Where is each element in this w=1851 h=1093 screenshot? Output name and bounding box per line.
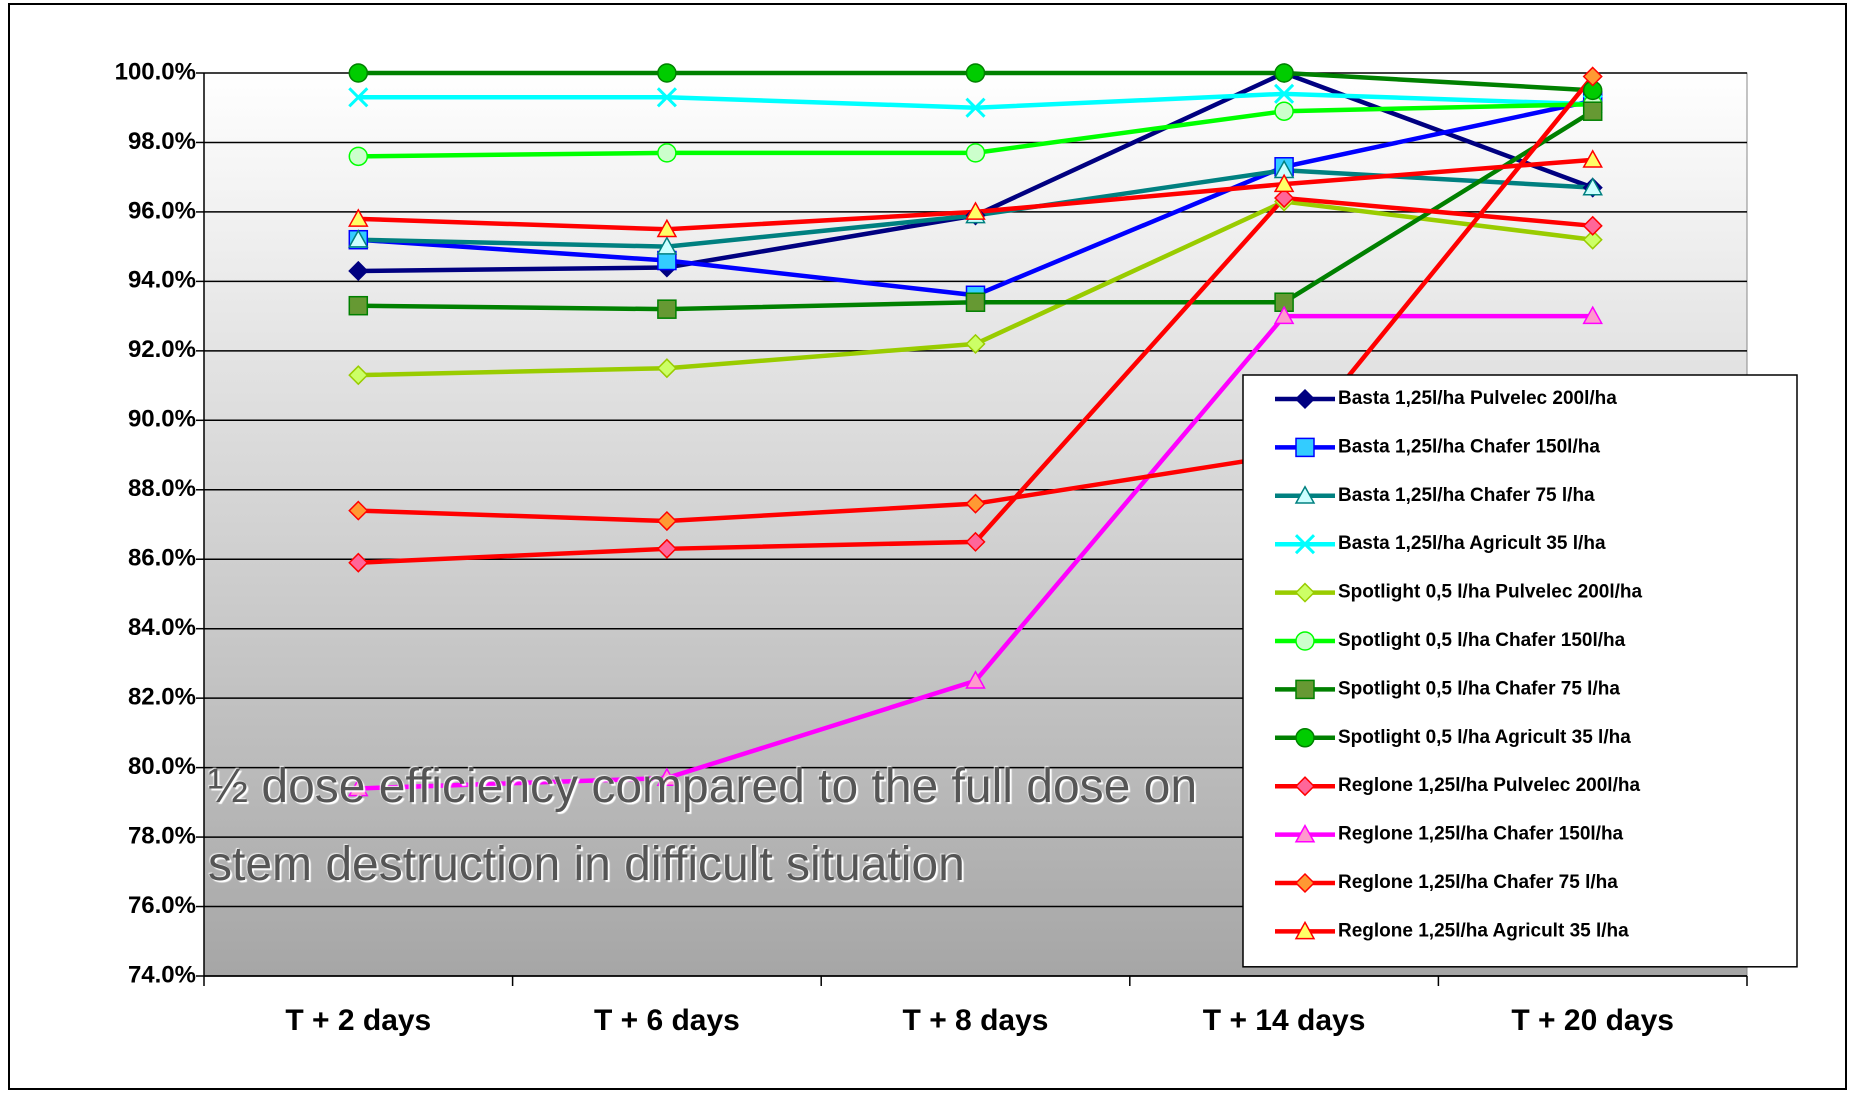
y-tick-label: 96.0% bbox=[128, 197, 196, 224]
y-tick-label: 90.0% bbox=[128, 406, 196, 433]
y-tick-label: 86.0% bbox=[128, 545, 196, 572]
legend-marker bbox=[1295, 631, 1315, 651]
legend bbox=[1242, 374, 1798, 968]
point bbox=[656, 236, 678, 255]
y-tick-label: 76.0% bbox=[128, 892, 196, 919]
point bbox=[348, 63, 369, 83]
legend-marker bbox=[1294, 872, 1316, 894]
point bbox=[1273, 173, 1295, 193]
point bbox=[1582, 66, 1603, 87]
legend-label: Spotlight 0,5 l/ha Pulvelec 200l/ha bbox=[1338, 582, 1643, 603]
point bbox=[965, 333, 986, 354]
point bbox=[657, 143, 677, 163]
point bbox=[1582, 229, 1603, 250]
legend-label: Basta 1,25l/ha Chafer 150l/ha bbox=[1338, 436, 1600, 457]
point bbox=[656, 358, 677, 379]
legend-label: Basta 1,25l/ha Agricult 35 l/ha bbox=[1338, 533, 1606, 554]
y-tick-label: 100.0% bbox=[115, 58, 196, 85]
legend-marker bbox=[1295, 437, 1315, 458]
point bbox=[1274, 83, 1295, 104]
x-tick-label: T + 6 days bbox=[594, 1004, 740, 1037]
y-tick-label: 84.0% bbox=[128, 614, 196, 641]
frame bbox=[8, 3, 1847, 1090]
point bbox=[965, 97, 986, 118]
y-tick-label: 94.0% bbox=[128, 267, 196, 294]
point bbox=[1273, 305, 1295, 325]
point bbox=[348, 146, 369, 167]
legend-marker bbox=[1294, 485, 1316, 504]
legend-marker bbox=[1295, 679, 1315, 700]
point bbox=[965, 63, 986, 83]
point bbox=[656, 510, 677, 532]
point bbox=[965, 670, 986, 689]
point bbox=[348, 87, 369, 108]
y-tick-label: 78.0% bbox=[128, 822, 196, 849]
point bbox=[348, 260, 369, 282]
point bbox=[657, 63, 677, 83]
point bbox=[656, 218, 678, 238]
point bbox=[656, 767, 678, 786]
legend-label: Reglone 1,25l/ha Chafer 150l/ha bbox=[1338, 824, 1624, 845]
legend-label: Reglone 1,25l/ha Chafer 75 l/ha bbox=[1338, 872, 1618, 893]
legend-label: Spotlight 0,5 l/ha Chafer 75 l/ha bbox=[1338, 678, 1620, 699]
legend-marker bbox=[1295, 728, 1315, 748]
y-tick-label: 80.0% bbox=[128, 753, 196, 780]
legend-marker bbox=[1294, 920, 1316, 940]
y-tick-label: 92.0% bbox=[128, 336, 196, 363]
point bbox=[348, 777, 369, 797]
legend-label: Spotlight 0,5 l/ha Agricult 35 l/ha bbox=[1338, 727, 1631, 748]
legend-marker bbox=[1294, 824, 1316, 843]
point bbox=[1274, 63, 1294, 83]
y-tick-label: 88.0% bbox=[128, 475, 196, 502]
legend-label: Basta 1,25l/ha Pulvelec 200l/ha bbox=[1338, 388, 1617, 409]
x-tick-label: T + 14 days bbox=[1203, 1004, 1366, 1037]
point bbox=[348, 552, 369, 573]
y-tick-label: 98.0% bbox=[128, 128, 196, 155]
legend-marker bbox=[1294, 534, 1316, 555]
point bbox=[1582, 149, 1603, 168]
point bbox=[965, 143, 986, 163]
legend-marker bbox=[1294, 388, 1316, 410]
point bbox=[657, 299, 677, 319]
point bbox=[348, 365, 369, 386]
legend-marker bbox=[1294, 776, 1316, 797]
point bbox=[348, 208, 369, 227]
point bbox=[1582, 215, 1603, 236]
point bbox=[348, 500, 369, 521]
point bbox=[965, 292, 986, 312]
point bbox=[965, 201, 986, 220]
x-tick-label: T + 20 days bbox=[1511, 1004, 1674, 1037]
y-tick-label: 82.0% bbox=[128, 683, 196, 710]
point bbox=[1582, 305, 1603, 325]
legend-label: Basta 1,25l/ha Chafer 75 l/ha bbox=[1338, 485, 1595, 506]
point bbox=[656, 87, 677, 108]
x-tick-label: T + 8 days bbox=[903, 1004, 1049, 1037]
y-tick-label: 74.0% bbox=[128, 961, 196, 988]
legend-label: Reglone 1,25l/ha Agricult 35 l/ha bbox=[1338, 920, 1629, 941]
point bbox=[656, 538, 677, 559]
legend-label: Reglone 1,25l/ha Pulvelec 200l/ha bbox=[1338, 775, 1640, 796]
point bbox=[1274, 187, 1295, 209]
point bbox=[348, 229, 369, 248]
x-tick-label: T + 2 days bbox=[285, 1004, 431, 1037]
point bbox=[1582, 177, 1603, 196]
point bbox=[965, 531, 986, 552]
point bbox=[965, 493, 986, 514]
annotation: ½ dose efficiency compared to the full d… bbox=[208, 760, 1198, 891]
point bbox=[348, 295, 369, 316]
legend-label: Spotlight 0,5 l/ha Chafer 150l/ha bbox=[1338, 630, 1626, 651]
legend-marker bbox=[1294, 582, 1316, 603]
point bbox=[1274, 101, 1294, 121]
point bbox=[1582, 101, 1603, 121]
